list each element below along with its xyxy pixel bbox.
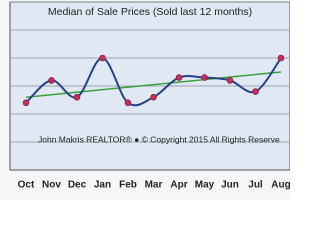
point xyxy=(252,88,259,95)
chart: Oct Nov Dec Jan Feb Mar Apr May Jun Jul Aug Median… xyxy=(0,0,290,200)
point xyxy=(124,99,132,107)
point xyxy=(73,93,81,101)
x-tick-label: Aug xyxy=(271,180,290,191)
x-tick-label: May xyxy=(195,180,215,191)
x-tick-label: Dec xyxy=(68,180,87,191)
point xyxy=(226,77,234,84)
point xyxy=(48,77,55,84)
point xyxy=(201,74,208,81)
x-tick-label: Nov xyxy=(42,180,61,191)
point xyxy=(277,54,285,62)
x-tick-label: Jul xyxy=(248,180,263,191)
x-tick-label: Jun xyxy=(221,180,239,191)
x-tick-label: Mar xyxy=(145,180,163,191)
point xyxy=(99,54,106,62)
point xyxy=(150,93,157,101)
chart-title: Median of Sale Prices (Sold last 12 mont… xyxy=(48,6,252,18)
annotation: John Makris REALTOR® ● © Copyright 2015 … xyxy=(38,134,280,144)
point xyxy=(175,74,183,81)
point xyxy=(22,99,30,107)
x-tick-label: Feb xyxy=(119,180,137,191)
x-tick-label: Oct xyxy=(18,180,35,191)
x-tick-label: Apr xyxy=(170,180,187,191)
x-tick-label: Jan xyxy=(94,180,111,191)
